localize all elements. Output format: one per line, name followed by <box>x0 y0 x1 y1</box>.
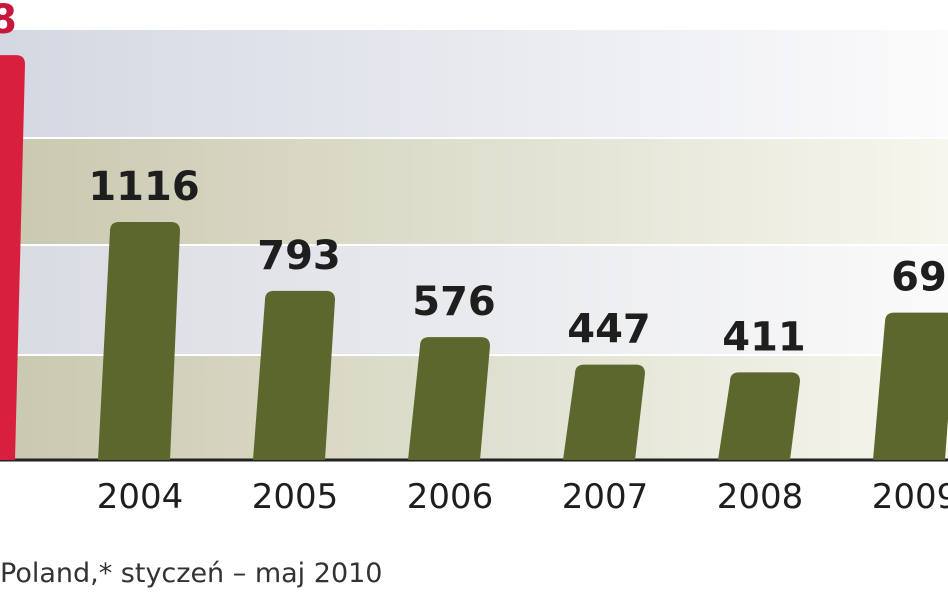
x-tick-label: 2008 <box>717 477 804 517</box>
bar <box>408 337 490 460</box>
x-tick-label: 2006 <box>407 477 494 517</box>
bar <box>0 55 25 460</box>
value-label: 447 <box>567 307 651 353</box>
x-tick-label: 2005 <box>252 477 339 517</box>
x-tick-label: 2004 <box>97 477 184 517</box>
x-tick-label: 2009 <box>872 477 948 517</box>
footnote: Poland,* styczeń – maj 2010 <box>0 558 382 589</box>
bar <box>563 364 645 460</box>
bar <box>718 372 800 460</box>
bar <box>98 221 180 460</box>
bar <box>873 312 948 460</box>
value-label: 98 <box>0 0 17 43</box>
bar <box>253 290 335 460</box>
value-label: 576 <box>412 279 496 325</box>
x-tick-label: 2007 <box>562 477 649 517</box>
value-label: 69 <box>891 255 947 301</box>
value-label: 411 <box>722 314 806 360</box>
value-label: 1116 <box>88 164 199 210</box>
value-label: 793 <box>257 233 341 279</box>
